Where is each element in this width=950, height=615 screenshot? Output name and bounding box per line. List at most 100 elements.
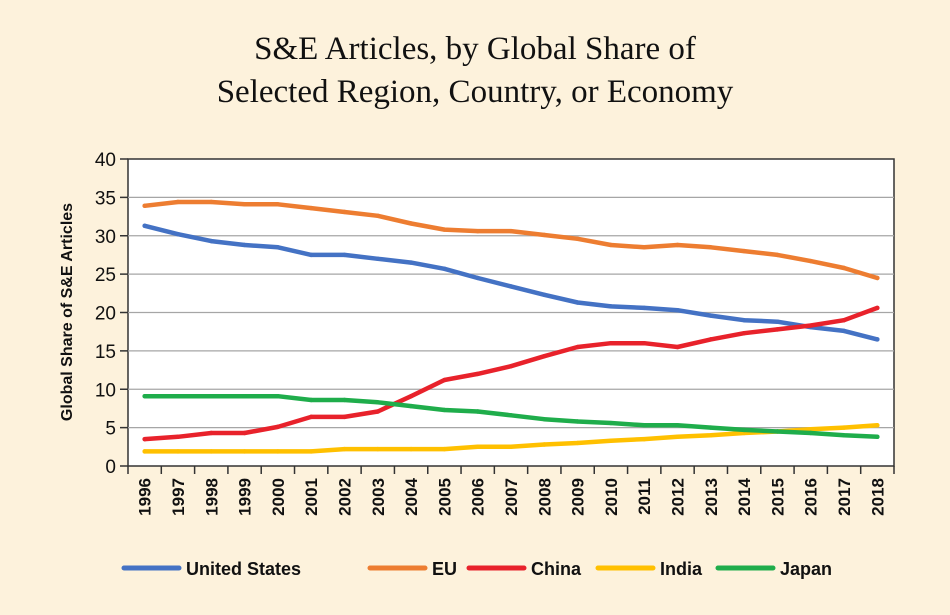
- data-point: [575, 236, 580, 242]
- y-tick-label: 40: [95, 150, 116, 171]
- x-tick-label: 2014: [735, 477, 754, 515]
- data-point: [841, 425, 847, 430]
- legend-entry: China: [466, 559, 582, 579]
- legend-entry: EU: [367, 559, 457, 579]
- x-tick-label: 2002: [335, 478, 354, 516]
- data-point: [808, 430, 813, 436]
- series-eu: [142, 199, 880, 281]
- gridlines: [128, 196, 894, 429]
- y-axis-ticks: 0 5 10 15 20 25 30 35 40: [95, 150, 128, 478]
- data-point: [242, 449, 247, 454]
- y-tick-label: 20: [95, 304, 116, 325]
- data-point: [142, 436, 147, 442]
- data-point: [442, 227, 447, 232]
- data-point: [841, 265, 847, 271]
- data-point: [708, 425, 714, 430]
- y-tick-label: 25: [95, 265, 116, 286]
- data-point: [342, 209, 347, 215]
- data-point: [209, 393, 214, 399]
- data-point: [642, 341, 647, 346]
- series-china: [142, 305, 880, 442]
- data-point: [475, 444, 480, 450]
- data-point: [808, 258, 813, 264]
- legend-label: Japan: [780, 559, 832, 579]
- series-japan: [142, 393, 880, 440]
- x-tick-label: 2012: [669, 478, 688, 516]
- data-point: [308, 397, 314, 403]
- data-point: [442, 266, 447, 271]
- data-point: [442, 407, 447, 413]
- data-point: [741, 331, 747, 336]
- legend-entry: India: [595, 559, 703, 579]
- x-tick-label: 2017: [835, 478, 854, 516]
- x-tick-label: 2003: [369, 478, 388, 516]
- data-point: [209, 199, 214, 205]
- data-point: [375, 213, 380, 218]
- x-tick-label: 2006: [469, 478, 488, 516]
- data-point: [608, 304, 614, 309]
- data-point: [408, 260, 414, 265]
- data-point: [575, 344, 580, 350]
- data-point: [375, 446, 380, 452]
- data-point: [675, 344, 680, 350]
- x-tick-label: 2000: [269, 478, 288, 516]
- chart-title: S&E Articles, by Global Share of Selecte…: [0, 28, 950, 114]
- data-point: [741, 317, 747, 323]
- data-point: [542, 416, 547, 422]
- data-point: [608, 242, 614, 248]
- data-point: [508, 228, 514, 234]
- data-point: [875, 434, 880, 440]
- data-point: [841, 328, 847, 334]
- data-point: [575, 300, 580, 305]
- x-tick-label: 1998: [202, 478, 221, 516]
- legend-label: United States: [186, 559, 301, 579]
- data-point: [708, 313, 714, 318]
- data-point: [475, 371, 480, 377]
- data-point: [375, 256, 380, 261]
- data-point: [475, 228, 480, 234]
- data-point: [175, 199, 181, 205]
- data-point: [308, 449, 314, 454]
- data-point: [408, 403, 414, 409]
- legend-entry: United States: [121, 559, 301, 579]
- y-tick-label: 0: [105, 457, 116, 478]
- series-lines: [142, 199, 880, 454]
- x-tick-label: 2015: [768, 478, 787, 516]
- data-point: [408, 393, 414, 399]
- data-point: [242, 242, 247, 248]
- data-point: [708, 337, 714, 342]
- data-point: [175, 393, 181, 399]
- data-point: [542, 442, 547, 447]
- legend: United States EU China India Japan: [121, 559, 832, 579]
- data-point: [675, 242, 680, 248]
- x-tick-label: 2016: [802, 478, 821, 516]
- data-point: [741, 248, 747, 254]
- y-axis-label: Global Share of S&E Articles: [59, 203, 76, 421]
- data-point: [875, 275, 880, 281]
- data-point: [542, 232, 547, 238]
- data-point: [275, 202, 281, 207]
- data-point: [342, 414, 347, 420]
- data-point: [142, 449, 147, 454]
- data-point: [875, 423, 880, 428]
- data-point: [675, 423, 680, 428]
- data-point: [508, 413, 514, 418]
- data-point: [508, 444, 514, 450]
- data-point: [875, 337, 880, 342]
- data-point: [542, 292, 547, 298]
- x-tick-label: 1996: [136, 478, 155, 516]
- x-tick-label: 2013: [702, 478, 721, 516]
- data-point: [808, 323, 813, 328]
- data-point: [308, 414, 314, 420]
- y-tick-label: 35: [95, 188, 116, 209]
- x-axis-ticks: 1996 1997 1998 1999 2000 2001 2002 2003 2004 2005…: [127, 466, 895, 516]
- data-point: [308, 252, 314, 258]
- data-point: [775, 252, 780, 258]
- data-point: [741, 427, 747, 433]
- x-tick-label: 2011: [635, 478, 654, 515]
- legend-label: EU: [432, 559, 457, 579]
- legend-label: China: [531, 559, 582, 579]
- data-point: [841, 317, 847, 323]
